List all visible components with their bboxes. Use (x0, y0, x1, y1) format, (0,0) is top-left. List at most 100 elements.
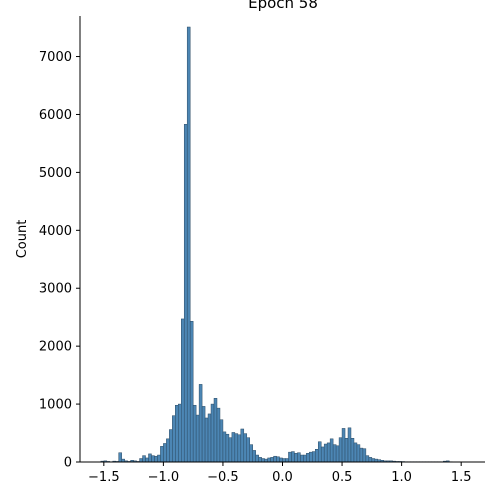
histogram-bar (225, 433, 230, 463)
histogram-bar (186, 26, 191, 463)
histogram-bar (198, 384, 203, 463)
histogram-bar (255, 454, 259, 463)
histogram-bar (371, 458, 376, 463)
y-tick-label: 2000 (39, 340, 72, 355)
histogram-bar (169, 429, 173, 463)
histogram-bar (291, 451, 295, 463)
histogram-bar (175, 404, 179, 463)
y-ticks: 0 1000 2000 3000 4000 5000 6000 7000 (39, 50, 80, 471)
x-tick-label: 0.5 (332, 470, 353, 485)
histogram-bar (145, 457, 149, 463)
histogram-bar (335, 445, 340, 463)
histogram-bar (297, 452, 301, 463)
histogram-bar (181, 318, 185, 463)
x-tick-label: 1.0 (391, 470, 412, 485)
histogram-bar (323, 443, 328, 463)
histogram-bar (258, 457, 262, 463)
histogram-bar (157, 454, 161, 463)
histogram-bar (282, 458, 286, 463)
histogram-bar (189, 321, 194, 463)
histogram-bar (362, 448, 367, 463)
histogram-bar (309, 451, 313, 463)
histogram-bar (204, 417, 209, 463)
y-tick-label: 7000 (39, 50, 72, 65)
histogram-bar (178, 403, 182, 463)
histogram-bar (231, 432, 236, 463)
y-tick-label: 1000 (39, 398, 72, 413)
histogram-bar (359, 447, 364, 463)
histogram-bar (344, 438, 349, 463)
histogram-bar (329, 438, 334, 463)
histogram-bar (312, 451, 316, 463)
x-ticks: −1.5 −1.0 −0.5 0.0 0.5 1.0 1.5 (88, 462, 472, 485)
bars (100, 26, 453, 463)
y-tick-label: 5000 (39, 166, 72, 181)
histogram-bar (279, 457, 283, 463)
histogram-bar (195, 414, 200, 463)
histogram-bar (306, 453, 310, 463)
histogram-bar (350, 438, 355, 463)
histogram-bar (213, 398, 218, 463)
histogram-bar (201, 406, 206, 463)
x-tick-label: 1.5 (451, 470, 472, 485)
histogram-bar (222, 431, 227, 463)
y-tick-label: 4000 (39, 224, 72, 239)
y-axis-label: Count (15, 220, 30, 259)
histogram-bar (273, 455, 277, 463)
histogram-bar (154, 455, 158, 463)
histogram-bar (288, 451, 292, 463)
x-tick-label: −1.0 (148, 470, 180, 485)
histogram-bar (341, 428, 346, 463)
histogram-bar (303, 454, 307, 463)
x-tick-label: −1.5 (88, 470, 120, 485)
histogram-bar (270, 457, 274, 463)
histogram-bar (142, 455, 146, 463)
histogram-bar (228, 437, 233, 463)
histogram-bar (320, 446, 325, 463)
histogram-bar (216, 407, 221, 463)
histogram-bar (249, 444, 253, 463)
histogram-bar (300, 454, 304, 463)
histogram-bar (332, 444, 337, 463)
histogram-bar (240, 428, 245, 463)
histogram-bar (276, 456, 280, 463)
histogram-bar (166, 438, 170, 463)
histogram-bar (285, 458, 289, 463)
histogram-bar (353, 442, 358, 463)
histogram-bar (317, 441, 322, 463)
histogram-bar (368, 457, 373, 463)
histogram-bar (160, 446, 164, 463)
histogram-bar (234, 433, 239, 463)
histogram-bar (207, 413, 212, 463)
chart-title: Epoch 58 (248, 0, 318, 12)
x-tick-label: 0.0 (272, 470, 293, 485)
histogram-bar (365, 455, 370, 463)
histogram-bar (326, 442, 331, 463)
histogram-bar (338, 437, 343, 463)
histogram-bar (139, 458, 143, 463)
histogram-bar (294, 453, 298, 463)
histogram-bar (118, 452, 122, 463)
histogram-bar (163, 443, 167, 463)
histogram-bar (172, 415, 176, 463)
histogram-bar (148, 453, 152, 463)
y-tick-label: 3000 (39, 282, 72, 297)
histogram-bar (151, 455, 155, 463)
histogram-bar (315, 449, 319, 463)
histogram-bar (243, 433, 248, 463)
histogram-bar (267, 457, 271, 463)
histogram-bar (210, 403, 215, 463)
histogram-bar (183, 124, 188, 463)
x-tick-label: −0.5 (207, 470, 239, 485)
histogram-bar (261, 458, 265, 463)
histogram-bar (192, 404, 197, 463)
y-tick-label: 6000 (39, 108, 72, 123)
histogram-bar (252, 450, 256, 463)
histogram-bar (356, 444, 361, 463)
histogram-bar (347, 427, 352, 463)
histogram-bar (237, 434, 242, 463)
y-tick-label: 0 (64, 456, 72, 471)
histogram-bar (246, 437, 250, 463)
histogram-bar (219, 419, 224, 463)
